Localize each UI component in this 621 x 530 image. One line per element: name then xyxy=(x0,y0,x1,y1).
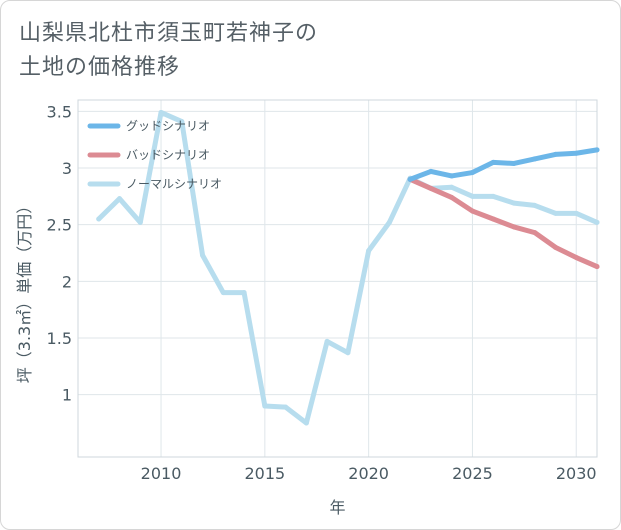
data-point xyxy=(366,248,372,254)
chart-title-line-2: 土地の価格推移 xyxy=(19,55,181,80)
y-tick-label: 1.5 xyxy=(47,329,72,348)
data-point xyxy=(158,109,164,115)
data-point xyxy=(117,196,123,202)
data-point xyxy=(532,230,538,236)
chart-title-line-1: 山梨県北杜市須玉町若神子の xyxy=(19,21,319,46)
data-point xyxy=(594,264,600,270)
data-point xyxy=(262,403,268,409)
y-axis-ticks: 1 1.5 2 2.5 3 3.5 xyxy=(47,102,72,404)
data-point xyxy=(532,156,538,162)
data-point xyxy=(594,219,600,225)
data-point xyxy=(137,219,143,225)
data-point xyxy=(511,160,517,166)
y-axis-title: 坪（3.3㎡）単価（万円） xyxy=(15,198,34,383)
x-tick-label: 2015 xyxy=(244,464,285,483)
data-point xyxy=(511,200,517,206)
data-point xyxy=(552,244,558,250)
data-point xyxy=(283,404,289,410)
x-tick-label: 2030 xyxy=(556,464,597,483)
data-point xyxy=(303,420,309,426)
data-point xyxy=(573,150,579,156)
data-point xyxy=(490,216,496,222)
y-tick-label: 3.5 xyxy=(47,102,72,121)
series-lines xyxy=(96,109,600,426)
y-tick-label: 1 xyxy=(62,386,72,405)
x-tick-label: 2025 xyxy=(452,464,493,483)
y-tick-label: 2 xyxy=(62,272,72,291)
data-point xyxy=(241,290,247,296)
y-tick-label: 3 xyxy=(62,159,72,178)
data-point xyxy=(573,210,579,216)
data-point xyxy=(490,159,496,165)
x-axis-ticks: 2010 2015 2020 2025 2030 xyxy=(141,464,597,483)
data-point xyxy=(469,170,475,176)
legend-label: バッドシナリオ xyxy=(126,148,210,162)
data-point xyxy=(428,168,434,174)
data-point xyxy=(552,210,558,216)
data-point xyxy=(532,202,538,208)
plot-area-frame xyxy=(77,99,598,458)
chart-title: 山梨県北杜市須玉町若神子の 土地の価格推移 xyxy=(19,17,318,85)
data-point xyxy=(386,219,392,225)
data-point xyxy=(220,290,226,296)
data-point xyxy=(407,176,413,182)
x-tick-label: 2020 xyxy=(348,464,389,483)
data-point xyxy=(449,194,455,200)
y-tick-label: 2.5 xyxy=(47,216,72,235)
legend-label: グッドシナリオ xyxy=(126,119,210,133)
data-point xyxy=(345,350,351,356)
data-point xyxy=(573,255,579,261)
data-point xyxy=(449,184,455,190)
data-point xyxy=(96,216,102,222)
series-line-good xyxy=(407,147,600,182)
data-point xyxy=(490,193,496,199)
grid-lines xyxy=(78,100,597,457)
data-point xyxy=(179,119,185,125)
data-point xyxy=(428,185,434,191)
data-point xyxy=(594,147,600,153)
data-point xyxy=(552,151,558,157)
x-axis-title: 年 xyxy=(329,498,345,517)
data-point xyxy=(469,208,475,214)
data-point xyxy=(200,252,206,258)
series-line-bad xyxy=(407,176,600,270)
legend-label: ノーマルシナリオ xyxy=(126,177,222,191)
data-point xyxy=(449,173,455,179)
data-point xyxy=(469,193,475,199)
data-point xyxy=(324,338,330,344)
x-tick-label: 2010 xyxy=(141,464,182,483)
data-point xyxy=(511,224,517,230)
